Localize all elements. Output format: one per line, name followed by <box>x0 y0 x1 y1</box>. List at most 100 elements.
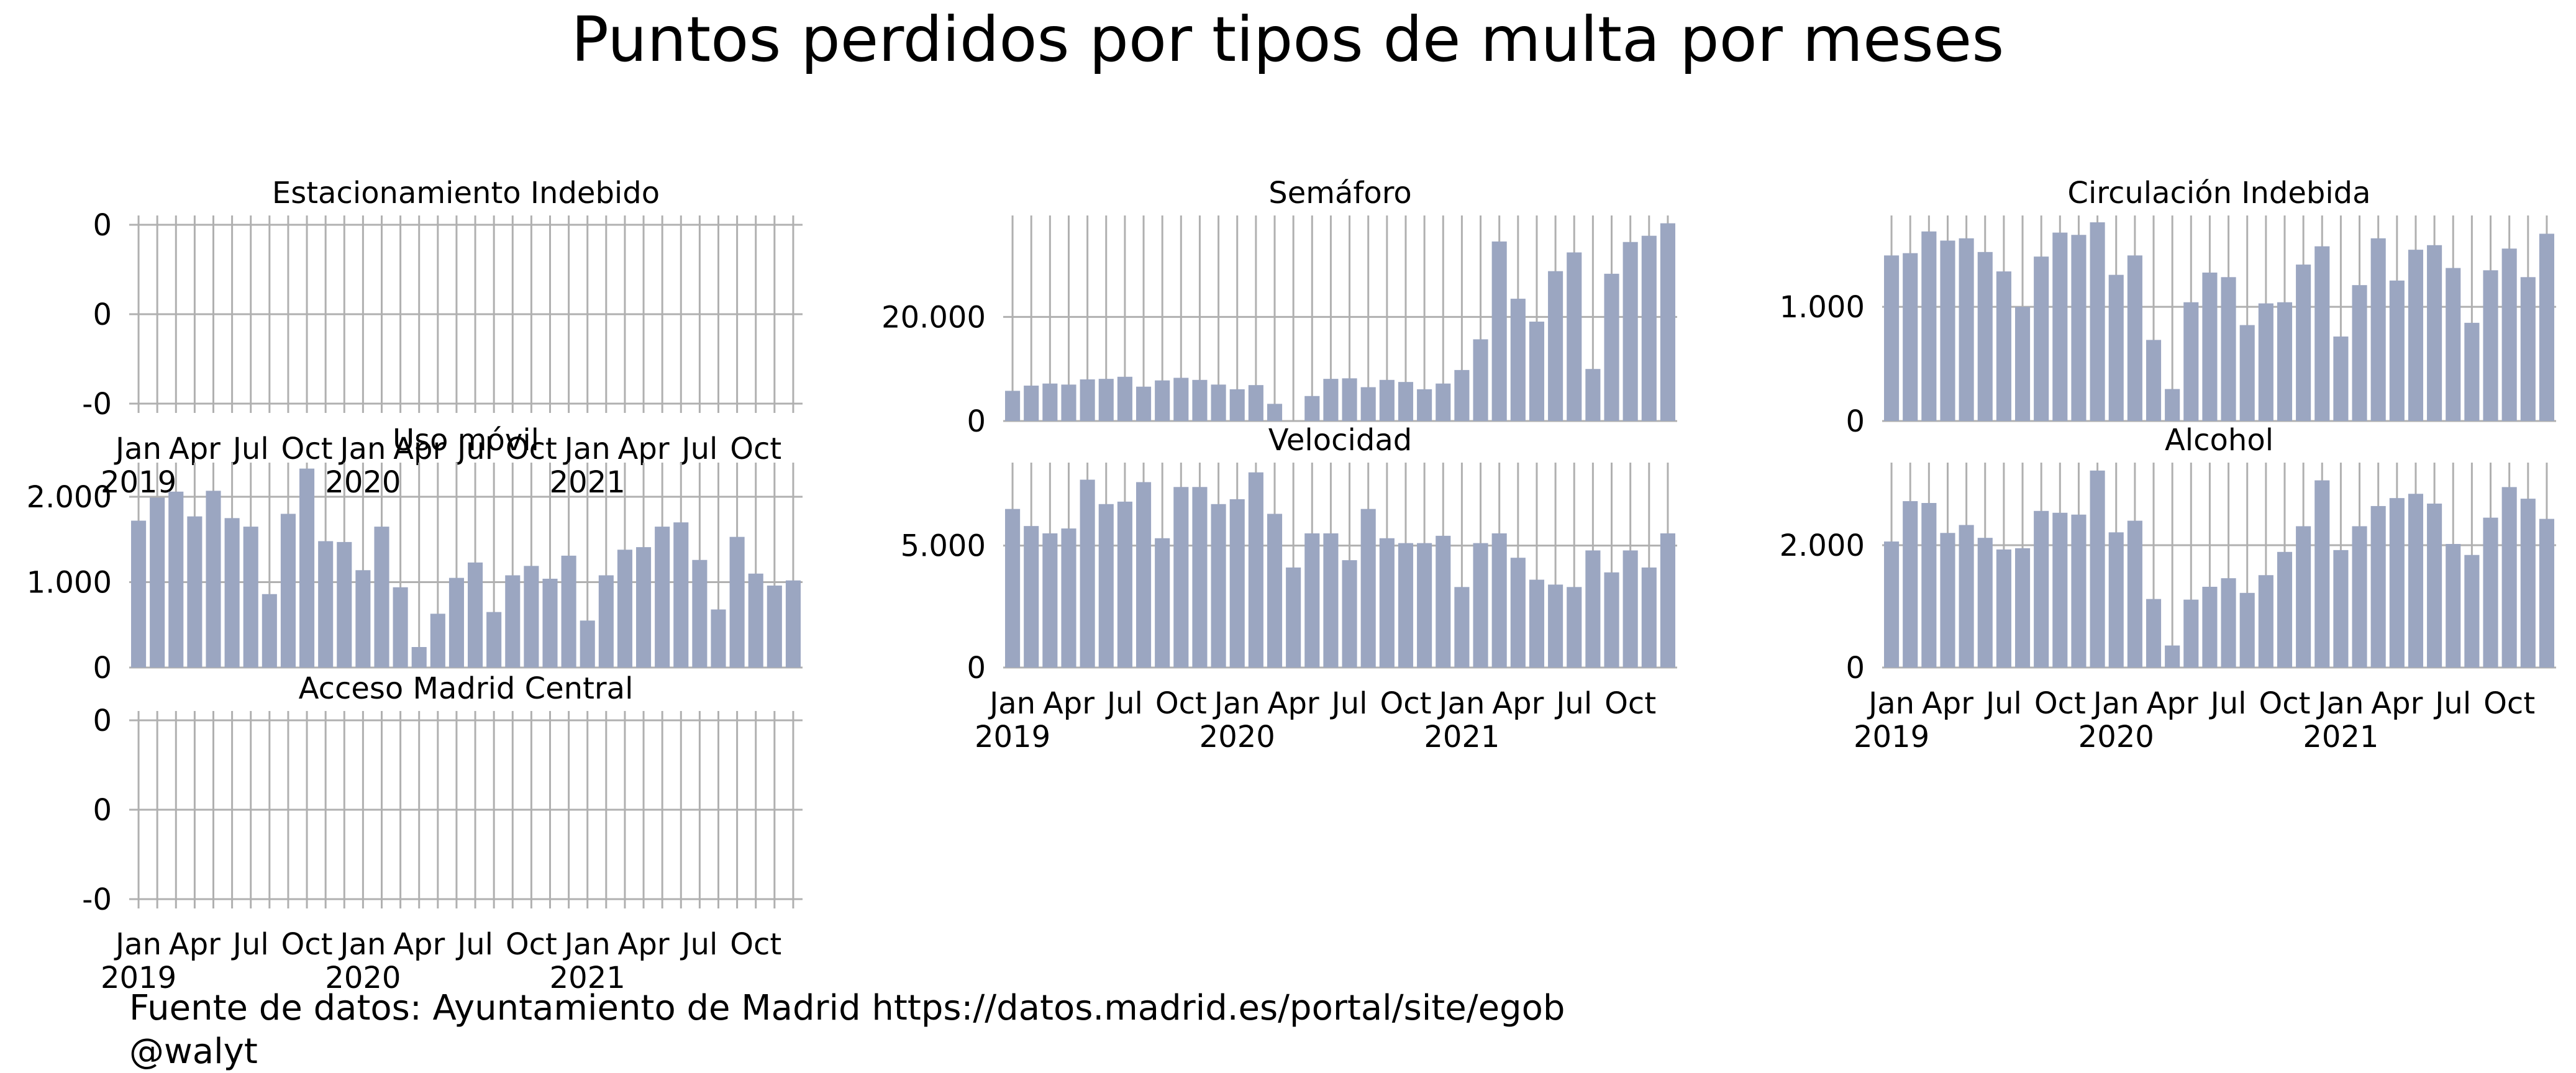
bar <box>168 491 184 668</box>
bar <box>1192 379 1208 421</box>
x-tick-label: Oct <box>730 432 781 466</box>
bar <box>1155 538 1170 668</box>
bar <box>2314 246 2330 421</box>
y-tick-label: 1.000 <box>27 566 112 600</box>
bar <box>1548 584 1563 668</box>
bar <box>2483 517 2498 668</box>
bar <box>1024 526 1039 668</box>
x-tick-year-label: 2019 <box>975 720 1050 754</box>
bar <box>1061 528 1076 668</box>
bar <box>187 516 203 668</box>
bar <box>1080 479 1095 668</box>
bar <box>1491 241 1507 421</box>
y-tick-label: -0 <box>82 387 112 422</box>
bar <box>2277 302 2293 421</box>
bar <box>2034 510 2049 668</box>
x-tick-label: Apr <box>169 432 221 466</box>
x-tick-year-label: 2021 <box>2303 720 2378 754</box>
bar <box>2165 389 2180 421</box>
x-tick-label: Jul <box>455 927 493 962</box>
y-tick-label: 0 <box>93 793 112 828</box>
bar <box>2427 504 2442 668</box>
y-tick-label: 0 <box>1846 404 1865 439</box>
bar <box>636 547 652 668</box>
bar <box>1641 567 1657 668</box>
bar <box>2202 586 2218 668</box>
x-tick-label: Apr <box>169 927 221 962</box>
bar <box>1173 487 1189 668</box>
bar <box>2352 285 2367 421</box>
bar <box>1136 482 1152 668</box>
bar <box>2090 222 2105 421</box>
bar <box>1996 549 2011 668</box>
bar <box>2464 322 2480 421</box>
bar <box>1959 525 1974 668</box>
bar <box>2146 340 2162 421</box>
bar <box>617 550 632 668</box>
bar <box>393 587 408 668</box>
bar <box>1229 389 1245 421</box>
bar <box>1323 379 1339 421</box>
bar <box>598 575 614 668</box>
x-tick-year-label: 2020 <box>1199 720 1275 754</box>
bar <box>1398 382 1414 421</box>
bar <box>748 573 763 668</box>
figure-title: Puntos perdidos por tipos de multa por m… <box>571 3 2005 76</box>
bar <box>2352 526 2367 668</box>
bar <box>673 522 689 668</box>
bar <box>150 497 165 668</box>
bar <box>448 577 464 668</box>
subplot-title: Uso móvil <box>393 423 539 458</box>
bar <box>1491 533 1507 668</box>
bar <box>1042 533 1058 668</box>
subplot-title: Alcohol <box>2165 423 2273 458</box>
bar <box>2052 512 2068 668</box>
x-tick-year-label: 2021 <box>550 961 626 995</box>
bar <box>2108 532 2124 668</box>
y-tick-label: 0 <box>1846 651 1865 686</box>
x-tick-label: Jan <box>563 432 611 466</box>
x-tick-label: Apr <box>618 432 670 466</box>
bar <box>1211 504 1226 668</box>
bar <box>1304 533 1320 668</box>
x-tick-label: Jan <box>338 927 386 962</box>
bar <box>2202 272 2218 421</box>
x-tick-label: Jan <box>2091 686 2139 721</box>
x-tick-label: Oct <box>1380 686 1431 721</box>
bar <box>1005 509 1021 668</box>
x-tick-label: Apr <box>1922 686 1973 721</box>
y-tick-label: 0 <box>93 651 112 686</box>
subplot-title: Semáforo <box>1268 176 1411 211</box>
bar <box>1398 543 1414 668</box>
y-tick-label: 5.000 <box>901 529 986 564</box>
x-tick-label: Jul <box>231 927 269 962</box>
y-tick-label: 0 <box>93 208 112 243</box>
bar <box>1117 501 1132 668</box>
bar <box>1660 223 1675 421</box>
bar <box>1510 299 1526 421</box>
bar <box>2539 518 2554 668</box>
subplot-title: Estacionamiento Indebido <box>272 176 660 211</box>
bar <box>767 586 782 668</box>
x-tick-label: Oct <box>506 432 557 466</box>
bar <box>2520 499 2536 668</box>
bar <box>1267 404 1283 421</box>
bar <box>1248 385 1263 421</box>
y-tick-label: 2.000 <box>27 480 112 515</box>
x-tick-label: Oct <box>1604 686 1656 721</box>
bar <box>524 566 539 668</box>
bar <box>2370 505 2386 668</box>
bar <box>542 579 558 668</box>
bar <box>729 536 745 668</box>
bar <box>692 559 708 668</box>
y-tick-label: 1.000 <box>1780 290 1865 325</box>
bar <box>2127 520 2142 668</box>
bar <box>337 541 352 668</box>
bar <box>2408 494 2424 668</box>
subplot-title: Circulación Indebida <box>2067 176 2370 211</box>
bar <box>2446 268 2461 421</box>
bar <box>1098 504 1114 668</box>
x-tick-label: Jan <box>114 432 162 466</box>
bar <box>1005 391 1021 421</box>
bar <box>2221 578 2236 668</box>
